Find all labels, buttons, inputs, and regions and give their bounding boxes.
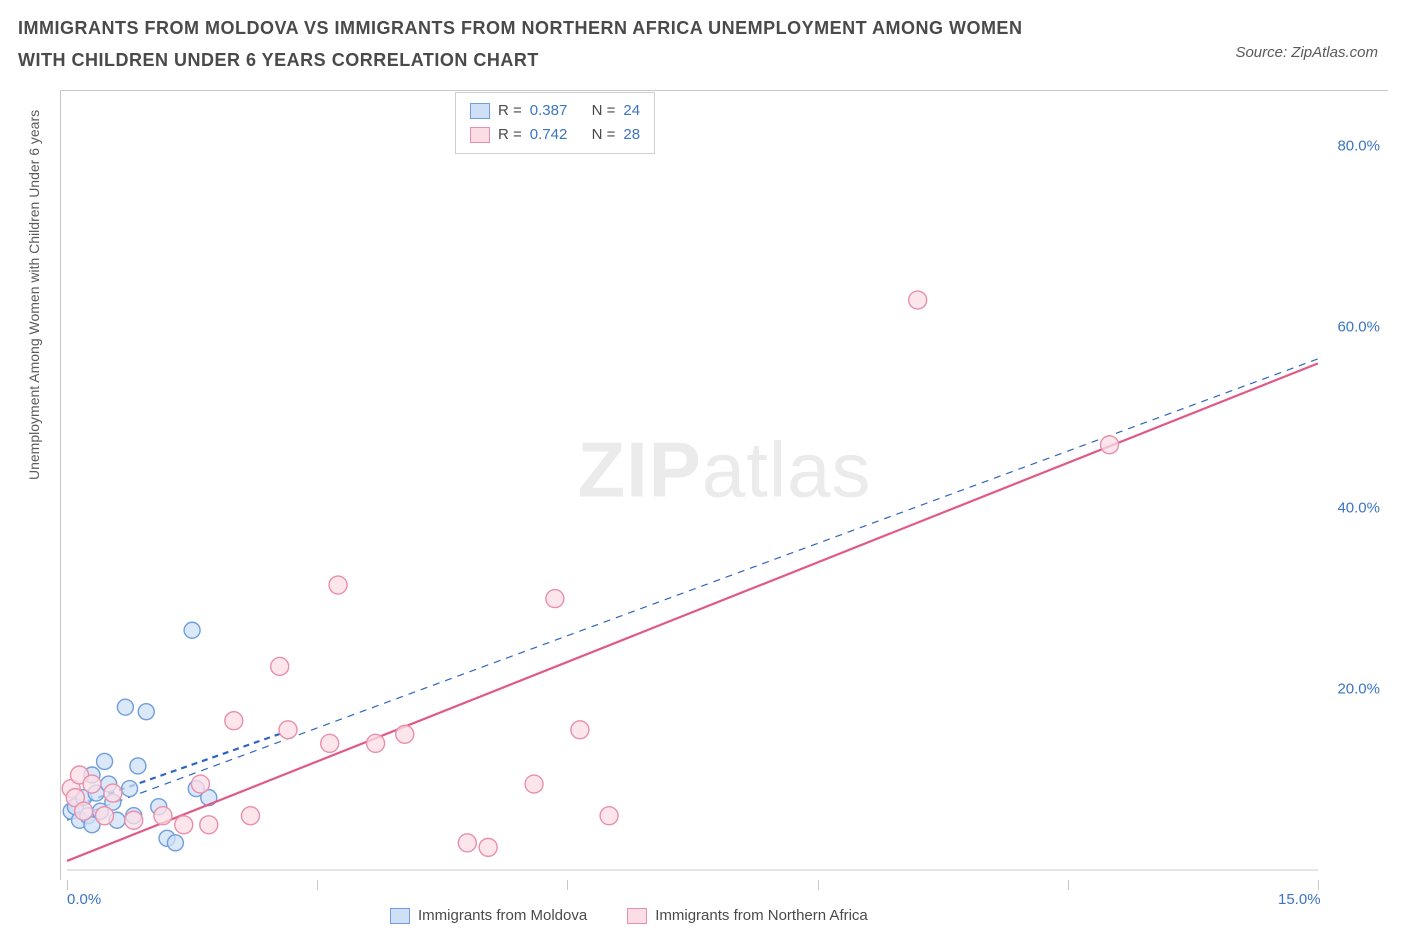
x-tick-mark (317, 880, 318, 890)
legend-r-value: 0.387 (530, 99, 568, 123)
legend-r-label: R = (498, 123, 522, 147)
chart-source: Source: ZipAtlas.com (1235, 44, 1378, 61)
legend-swatch (390, 908, 410, 924)
x-tick-mark (67, 880, 68, 890)
y-tick-label: 20.0% (1337, 681, 1380, 698)
plot-frame: ZIPatlas 20.0%40.0%60.0%80.0%0.0%15.0% (60, 90, 1388, 880)
legend-n-label: N = (592, 123, 616, 147)
y-tick-label: 40.0% (1337, 500, 1380, 517)
legend-swatch (470, 103, 490, 119)
chart-title: IMMIGRANTS FROM MOLDOVA VS IMMIGRANTS FR… (18, 12, 1068, 77)
legend-n-value: 28 (623, 123, 640, 147)
plot-svg (61, 91, 1388, 880)
legend-series-label: Immigrants from Northern Africa (655, 907, 868, 924)
legend-r-label: R = (498, 99, 522, 123)
title-row: IMMIGRANTS FROM MOLDOVA VS IMMIGRANTS FR… (18, 12, 1388, 77)
legend-series-item: Immigrants from Northern Africa (627, 907, 868, 924)
y-axis-label: Unemployment Among Women with Children U… (26, 110, 42, 480)
legend-swatch (470, 127, 490, 143)
legend-stats: R = 0.387 N = 24 R = 0.742 N = 28 (455, 92, 655, 154)
legend-stat-row: R = 0.387 N = 24 (470, 99, 640, 123)
legend-n-label: N = (592, 99, 616, 123)
legend-n-value: 24 (623, 99, 640, 123)
legend-series-label: Immigrants from Moldova (418, 907, 587, 924)
legend-r-value: 0.742 (530, 123, 568, 147)
legend-bottom: Immigrants from Moldova Immigrants from N… (390, 907, 868, 924)
x-tick-mark (818, 880, 819, 890)
x-tick-label: 0.0% (67, 891, 101, 908)
x-tick-label: 15.0% (1278, 891, 1321, 908)
x-tick-mark (1068, 880, 1069, 890)
legend-stat-row: R = 0.742 N = 28 (470, 123, 640, 147)
legend-series-item: Immigrants from Moldova (390, 907, 587, 924)
y-tick-label: 60.0% (1337, 319, 1380, 336)
x-tick-mark (1318, 880, 1319, 890)
legend-swatch (627, 908, 647, 924)
chart-container: IMMIGRANTS FROM MOLDOVA VS IMMIGRANTS FR… (0, 0, 1406, 930)
x-tick-mark (567, 880, 568, 890)
y-tick-label: 80.0% (1337, 138, 1380, 155)
